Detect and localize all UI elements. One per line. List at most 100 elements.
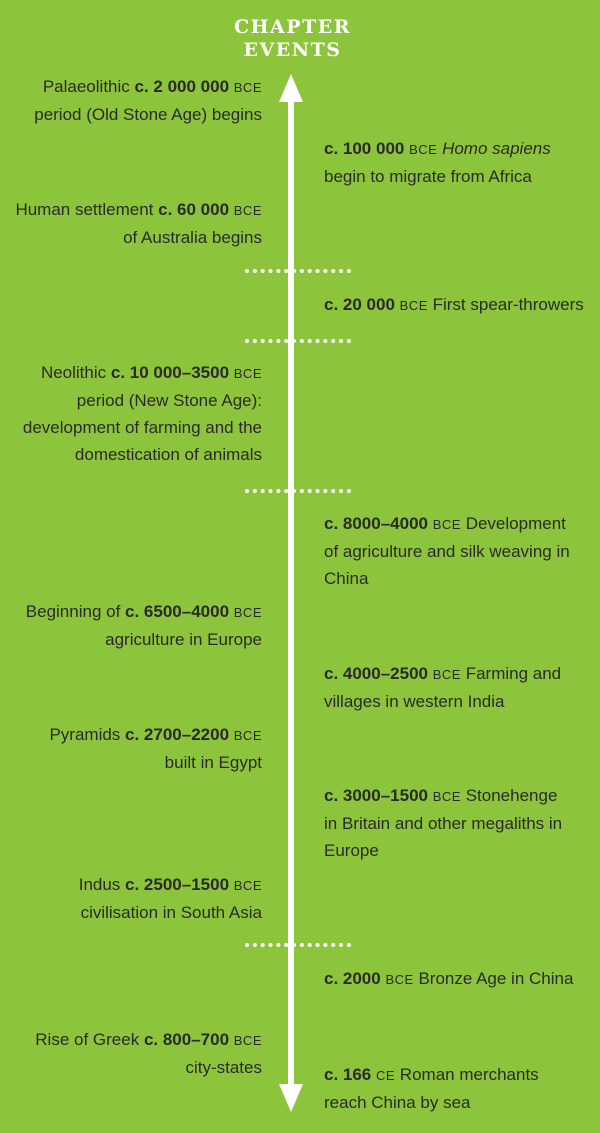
event-line: China bbox=[324, 565, 570, 592]
event-line: of Australia begins bbox=[15, 224, 262, 251]
event-text: Pyramids bbox=[49, 725, 126, 744]
time-marker: 10 000 BCE bbox=[0, 326, 360, 356]
event-right: c. 8000–4000 BCE Development of agricultu… bbox=[324, 510, 570, 592]
event-date: c. 10 000–3500 bbox=[110, 363, 230, 382]
event-line: Europe bbox=[324, 837, 562, 864]
event-line: reach China by sea bbox=[324, 1089, 539, 1116]
title-line-1: CHAPTER bbox=[233, 16, 351, 38]
event-left: Rise of Greek c. 800–700 BCE city-states bbox=[35, 1026, 262, 1081]
event-text: of Australia begins bbox=[123, 228, 262, 247]
event-line: c. 20 000 BCE First spear-throwers bbox=[324, 291, 584, 319]
event-line: civilisation in South Asia bbox=[79, 899, 262, 926]
event-line: c. 3000–1500 BCE Stonehenge bbox=[324, 782, 562, 810]
era-label: BCE bbox=[409, 142, 438, 157]
event-line: Pyramids c. 2700–2200 BCE bbox=[49, 721, 262, 749]
era-label: BCE bbox=[233, 203, 262, 218]
event-date: c. 100 000 bbox=[324, 139, 405, 158]
event-left: Human settlement c. 60 000 BCE of Austral… bbox=[15, 196, 262, 251]
time-marker: 2000 BCE bbox=[0, 930, 360, 960]
event-line: villages in western India bbox=[324, 688, 561, 715]
event-text: Rise of Greek bbox=[35, 1030, 144, 1049]
event-text: begin to migrate from Africa bbox=[324, 167, 532, 186]
event-line: c. 166 CE Roman merchants bbox=[324, 1061, 539, 1089]
event-right: c. 100 000 BCE Homo sapiens begin to migr… bbox=[324, 135, 551, 190]
event-line: agriculture in Europe bbox=[26, 626, 262, 653]
event-text: Beginning of bbox=[25, 602, 126, 621]
event-date: c. 8000–4000 bbox=[324, 514, 428, 533]
event-line: domestication of animals bbox=[23, 441, 262, 468]
era-label: CE bbox=[376, 1068, 396, 1083]
event-line: period (New Stone Age): bbox=[23, 387, 262, 414]
event-text: agriculture in Europe bbox=[105, 630, 262, 649]
dotted-guide-line bbox=[245, 943, 351, 947]
event-line: development of farming and the bbox=[23, 414, 262, 441]
event-right: c. 166 CE Roman merchants reach China by … bbox=[324, 1061, 539, 1116]
event-line: c. 4000–2500 BCE Farming and bbox=[324, 660, 561, 688]
event-line: Neolithic c. 10 000–3500 BCE bbox=[23, 359, 262, 387]
chapter-events-title: CHAPTER EVENTS bbox=[200, 16, 385, 62]
event-text: Bronze Age in China bbox=[418, 969, 574, 988]
event-text: Palaeolithic bbox=[42, 77, 135, 96]
title-line-2: EVENTS bbox=[243, 39, 342, 61]
event-text: First spear-throwers bbox=[432, 295, 584, 314]
event-emphasis: Homo sapiens bbox=[442, 139, 551, 158]
era-label: BCE bbox=[432, 667, 461, 682]
event-text: villages in western India bbox=[324, 692, 505, 711]
dotted-guide-line bbox=[245, 489, 351, 493]
event-line: built in Egypt bbox=[49, 749, 262, 776]
event-right: c. 2000 BCE Bronze Age in China bbox=[324, 965, 573, 993]
event-date: c. 800–700 bbox=[143, 1030, 230, 1049]
dotted-guide-line bbox=[245, 339, 351, 343]
event-line: Palaeolithic c. 2 000 000 BCE bbox=[34, 73, 262, 101]
event-line: Indus c. 2500–1500 BCE bbox=[79, 871, 262, 899]
event-right: c. 3000–1500 BCE Stonehenge in Britain an… bbox=[324, 782, 562, 864]
event-text: in Britain and other megaliths in bbox=[324, 814, 563, 833]
event-text: period (New Stone Age): bbox=[76, 391, 262, 410]
event-text: Roman merchants bbox=[399, 1065, 539, 1084]
event-text: built in Egypt bbox=[164, 753, 262, 772]
event-date: c. 3000–1500 bbox=[324, 786, 428, 805]
event-line: of agriculture and silk weaving in bbox=[324, 538, 570, 565]
event-text: of agriculture and silk weaving in bbox=[324, 542, 570, 561]
event-text: Indus bbox=[78, 875, 126, 894]
event-text: Farming and bbox=[465, 664, 562, 683]
event-left: Pyramids c. 2700–2200 BCE built in Egypt bbox=[49, 721, 262, 776]
event-left: Neolithic c. 10 000–3500 BCE period (New … bbox=[23, 359, 262, 468]
era-label: BCE bbox=[233, 366, 262, 381]
event-right: c. 20 000 BCE First spear-throwers bbox=[324, 291, 584, 319]
event-line: c. 100 000 BCE Homo sapiens bbox=[324, 135, 551, 163]
era-label: BCE bbox=[399, 298, 428, 313]
event-date: c. 166 bbox=[324, 1065, 372, 1084]
event-text: development of farming and the bbox=[22, 418, 262, 437]
event-date: c. 2 000 000 bbox=[134, 77, 230, 96]
event-date: c. 60 000 bbox=[158, 200, 230, 219]
event-text: China bbox=[324, 569, 369, 588]
event-text: Human settlement bbox=[15, 200, 159, 219]
era-label: BCE bbox=[233, 80, 262, 95]
era-label: BCE bbox=[432, 789, 461, 804]
event-date: c. 6500–4000 bbox=[125, 602, 230, 621]
event-line: begin to migrate from Africa bbox=[324, 163, 551, 190]
time-marker: 5000 BCE bbox=[0, 476, 360, 506]
event-date: c. 4000–2500 bbox=[324, 664, 428, 683]
era-label: BCE bbox=[233, 878, 262, 893]
arrow-down-icon bbox=[279, 1084, 303, 1112]
event-text: civilisation in South Asia bbox=[80, 903, 262, 922]
event-line: period (Old Stone Age) begins bbox=[34, 101, 262, 128]
event-date: c. 20 000 bbox=[324, 295, 395, 314]
era-label: BCE bbox=[233, 605, 262, 620]
era-label: BCE bbox=[432, 517, 461, 532]
event-text: reach China by sea bbox=[324, 1093, 471, 1112]
era-label: BCE bbox=[385, 972, 414, 987]
event-date: c. 2000 bbox=[324, 969, 381, 988]
event-line: c. 8000–4000 BCE Development bbox=[324, 510, 570, 538]
event-left: Indus c. 2500–1500 BCE civilisation in So… bbox=[79, 871, 262, 926]
event-line: Rise of Greek c. 800–700 BCE bbox=[35, 1026, 262, 1054]
timeline-axis bbox=[288, 92, 294, 1092]
dotted-guide-line bbox=[245, 269, 351, 273]
event-line: city-states bbox=[35, 1054, 262, 1081]
event-text: Neolithic bbox=[40, 363, 111, 382]
event-line: c. 2000 BCE Bronze Age in China bbox=[324, 965, 573, 993]
event-text: Development bbox=[465, 514, 566, 533]
